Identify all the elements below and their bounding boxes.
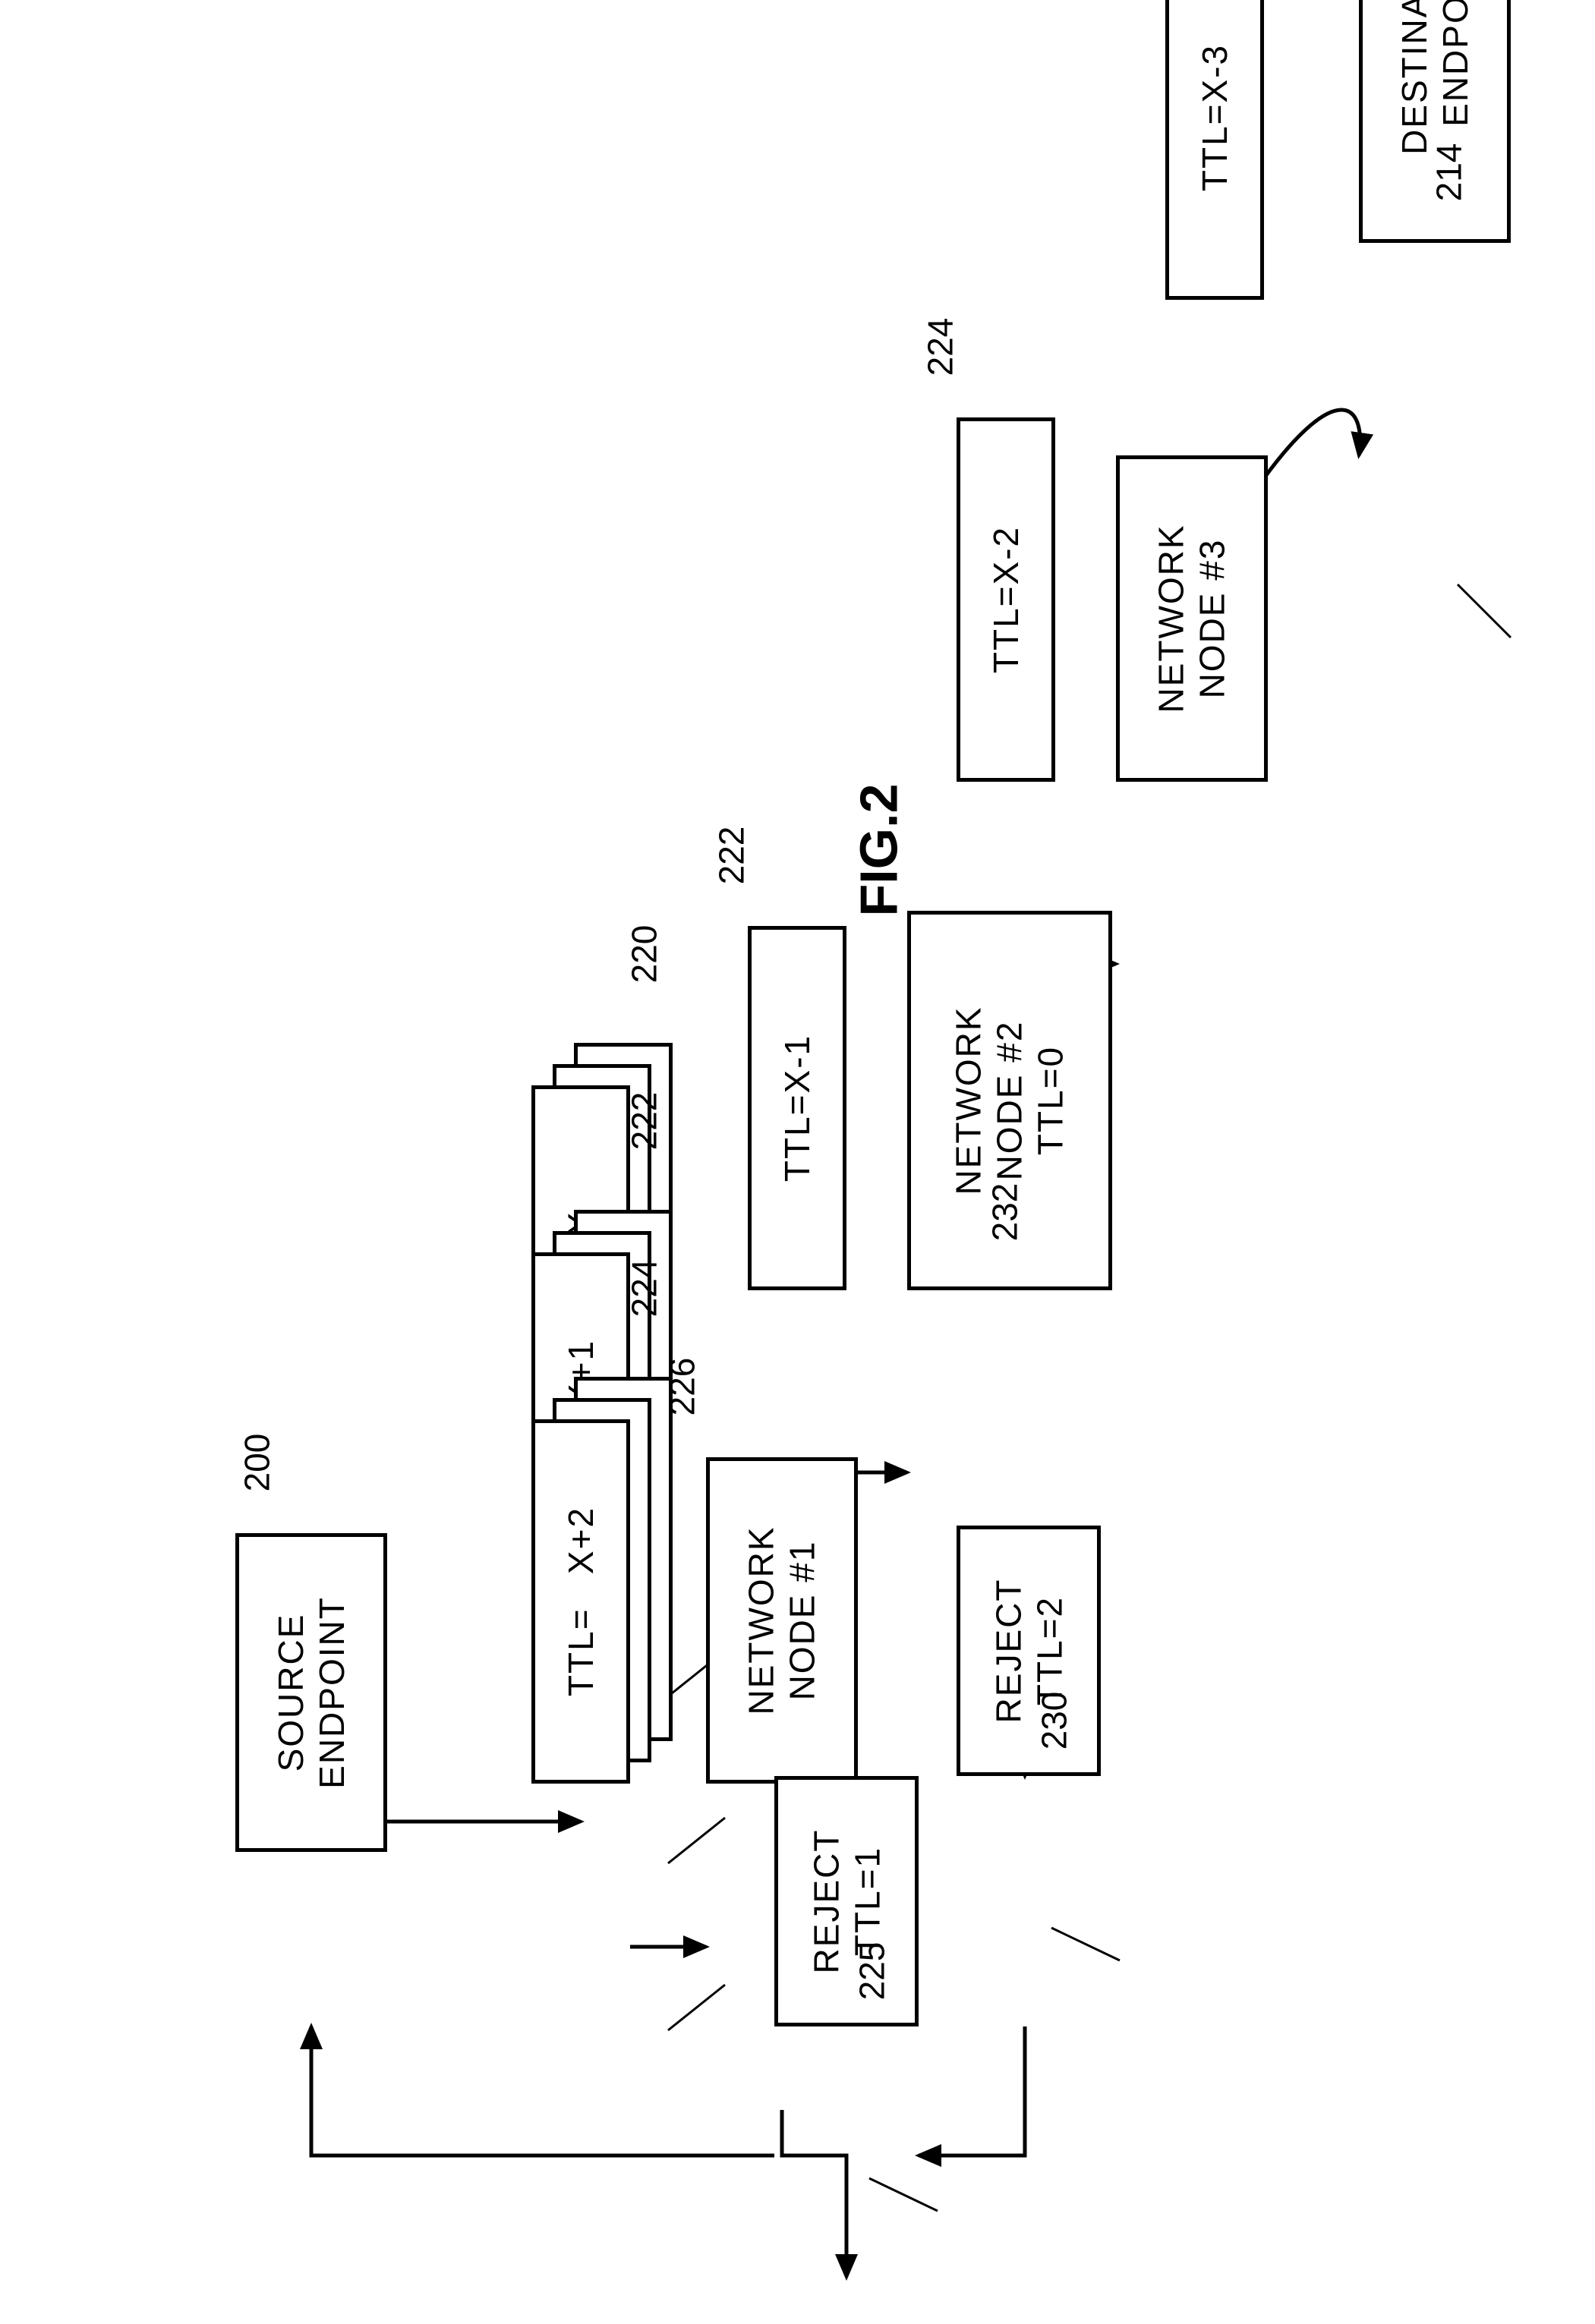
edge	[1264, 410, 1360, 478]
ref-tick	[668, 1818, 725, 1863]
ref-label-224: 224	[919, 318, 960, 376]
node-label: DESTINATION ENDPOINT	[1394, 0, 1476, 155]
ref-label-230: 230	[1033, 1692, 1074, 1750]
ref-tick	[1458, 584, 1511, 638]
node-netnode3: NETWORK NODE #3	[1116, 455, 1268, 782]
node-netnode1: NETWORK NODE #1	[706, 1457, 858, 1784]
ref-tick	[1051, 1928, 1120, 1960]
figure-title: FIG.2	[849, 783, 909, 916]
edge	[311, 2026, 774, 2156]
node-label: NETWORK NODE #1	[741, 1526, 823, 1715]
ref-label-200: 200	[236, 1434, 277, 1492]
node-label: SOURCE ENDPOINT	[270, 1596, 352, 1789]
node-reject1: REJECT TTL=1	[774, 1776, 919, 2026]
node-ttl_x2: TTL= X+2	[531, 1419, 630, 1784]
node-ttl_xm1: TTL=X-1	[748, 926, 846, 1290]
node-source: SOURCE ENDPOINT	[235, 1533, 387, 1852]
ref-label-222: 222	[711, 827, 752, 885]
ref-label-226: 226	[661, 1358, 702, 1416]
node-reject2: REJECT TTL=2	[957, 1526, 1101, 1776]
ref-label-214: 214	[1428, 143, 1469, 202]
edge	[782, 2110, 846, 2277]
ref-tick	[668, 1985, 725, 2030]
node-label: NETWORK NODE #2 TTL=0	[948, 1006, 1071, 1195]
ref-tick	[869, 2178, 938, 2211]
node-ttl_xm2: TTL=X-2	[957, 417, 1055, 782]
node-ttl_xm3: TTL=X-3	[1165, 0, 1264, 300]
node-dest: DESTINATION ENDPOINT	[1359, 0, 1511, 243]
ref-label-220: 220	[623, 925, 664, 984]
edge	[919, 2026, 1025, 2156]
ref-label-222: 222	[623, 1092, 664, 1151]
ref-label-232: 232	[984, 1183, 1025, 1242]
node-label: TTL=X-1	[777, 1034, 818, 1182]
node-label: TTL= X+2	[560, 1507, 601, 1696]
node-label: TTL=X-3	[1194, 44, 1235, 191]
ref-label-224: 224	[623, 1259, 664, 1318]
node-label: NETWORK NODE #3	[1151, 524, 1233, 713]
ref-label-225: 225	[851, 1942, 892, 2001]
node-label: TTL=X-2	[985, 526, 1026, 673]
diagram-canvas: FIG.2 SOURCE ENDPOINT200TTL=X220TTL= X+1…	[0, 0, 1595, 2324]
